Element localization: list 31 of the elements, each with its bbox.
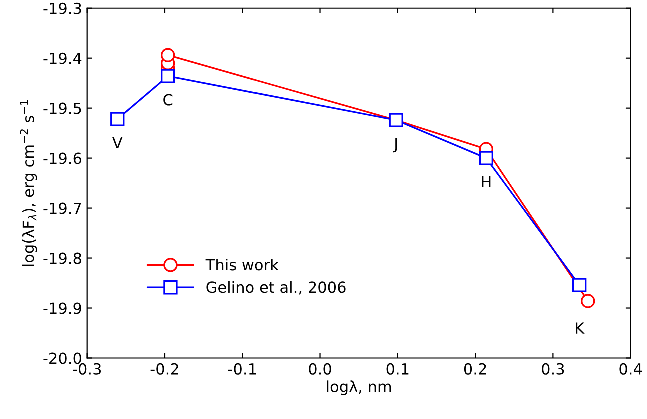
x-tick-label: 0.3	[542, 363, 564, 375]
x-tick-label: 0.2	[464, 363, 486, 375]
point	[581, 294, 596, 308]
annotation: K	[576, 322, 585, 334]
annotation: V	[112, 137, 123, 149]
legend-label: Gelino et al., 2006	[206, 281, 346, 295]
y-tick-label: -19.9	[44, 302, 82, 314]
y-tick-label: -19.4	[44, 52, 82, 64]
y-tick-label: -19.6	[44, 152, 82, 164]
annotation: H	[482, 176, 491, 188]
x-tick-label: 0.0	[309, 363, 332, 375]
x-tick-label: 0.4	[620, 363, 642, 375]
point	[110, 112, 125, 126]
annotation: C	[164, 94, 173, 106]
x-tick-label: -0.1	[228, 363, 256, 375]
y-tick-label: -19.5	[44, 102, 82, 114]
y-tick-label: -19.7	[44, 202, 82, 214]
y-tick-label: -20.0	[44, 352, 82, 364]
x-tick-label: -0.2	[150, 363, 178, 375]
y-axis-title: log(λF$_{λ}$), erg cm$^{−2}$ s$^{−1}$	[20, 100, 38, 266]
y-tick-label: -19.3	[44, 2, 82, 14]
y-tick-label: -19.8	[44, 252, 82, 264]
annotation: J	[393, 138, 398, 153]
x-axis-title: logλ, nm	[327, 380, 392, 396]
point	[572, 278, 587, 292]
x-tick-label: -0.3	[73, 363, 102, 375]
x-tick-label: 0.1	[386, 363, 409, 375]
point	[161, 69, 176, 84]
point	[161, 48, 176, 62]
point	[479, 151, 494, 166]
legend-label: This work	[206, 258, 279, 271]
